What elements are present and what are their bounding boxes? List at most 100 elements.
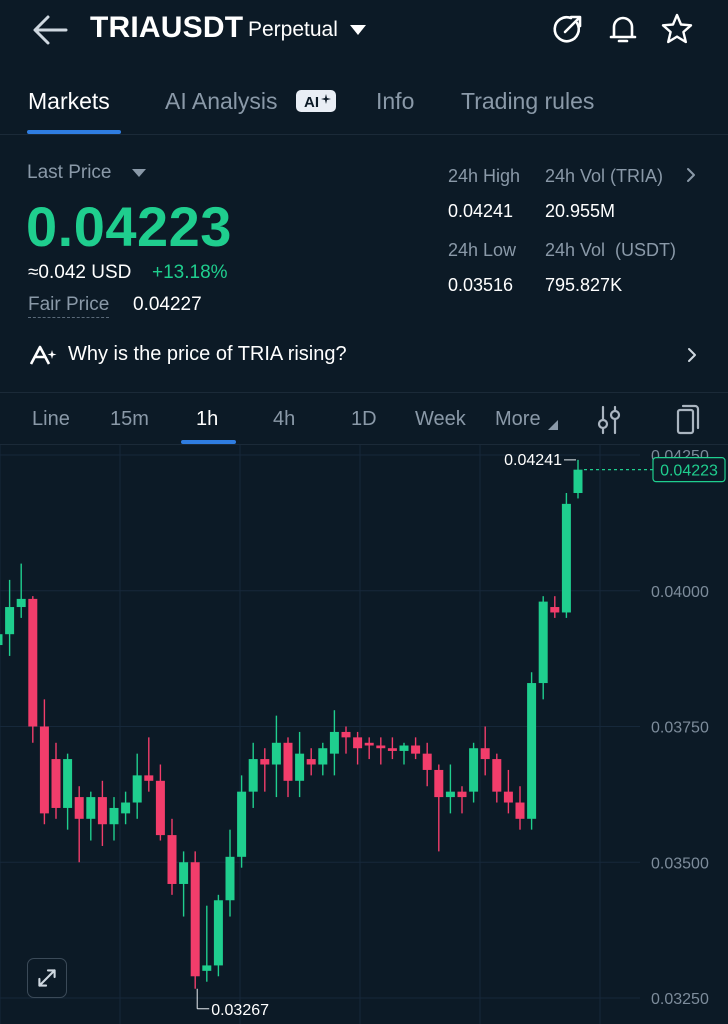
vol-quote-value: 795.827K bbox=[545, 275, 623, 295]
vol-quote-label: 24h Vol (USDT) bbox=[545, 240, 677, 260]
candle-body bbox=[86, 797, 96, 819]
candle-body bbox=[271, 742, 281, 765]
candle-body bbox=[329, 731, 339, 754]
high-24h-value: 0.04241 bbox=[448, 201, 514, 221]
vol-base-label: 24h Vol (TRIA) bbox=[545, 166, 664, 186]
timeframe-line[interactable]: Line bbox=[32, 408, 70, 430]
usd-equivalent: ≈0.042 USD bbox=[28, 262, 132, 283]
section-divider bbox=[0, 392, 728, 393]
candle-body bbox=[480, 748, 490, 760]
last-price-value: 0.04223 bbox=[26, 195, 232, 258]
candle-body bbox=[51, 759, 61, 808]
tab-markets[interactable]: Markets bbox=[28, 88, 110, 114]
candle-body bbox=[295, 753, 305, 781]
candle-body bbox=[306, 759, 316, 765]
indicator-settings-icon[interactable] bbox=[596, 405, 622, 435]
last-price-label[interactable]: Last Price bbox=[27, 162, 112, 183]
candle-body bbox=[422, 753, 432, 770]
fair-price-label[interactable]: Fair Price bbox=[28, 294, 110, 318]
candle-body bbox=[237, 791, 247, 857]
share-icon[interactable] bbox=[551, 12, 585, 46]
candle-body bbox=[550, 607, 560, 613]
timeframe-1h[interactable]: 1h bbox=[196, 408, 219, 430]
candle-body bbox=[5, 607, 15, 635]
chevron-right-icon[interactable] bbox=[685, 346, 699, 364]
candle-body bbox=[376, 745, 386, 749]
price-insight-link[interactable]: Why is the price of TRIA rising? bbox=[68, 343, 347, 365]
timeframe-week[interactable]: Week bbox=[415, 408, 466, 430]
y-axis-tick-label: 0.03500 bbox=[651, 855, 709, 872]
candlestick-chart[interactable]: 0.042500.040000.037500.035000.032500.042… bbox=[0, 445, 728, 1024]
fair-price-value: 0.04227 bbox=[133, 294, 202, 315]
candle-body bbox=[469, 748, 479, 792]
high-price-marker: 0.04241 bbox=[504, 452, 562, 469]
candle-body bbox=[121, 802, 131, 814]
candle-body bbox=[213, 900, 223, 966]
tab-ai-analysis[interactable]: AI Analysis bbox=[165, 88, 278, 114]
ai-sparkle-icon: AI bbox=[296, 90, 336, 112]
timeframe-4h[interactable]: 4h bbox=[273, 408, 296, 430]
low-price-marker: 0.03267 bbox=[211, 1002, 269, 1019]
candle-body bbox=[39, 726, 49, 814]
candle-body bbox=[202, 965, 212, 971]
candle-body bbox=[492, 759, 502, 792]
contract-type-selector[interactable]: Perpetual bbox=[248, 18, 338, 41]
candle-body bbox=[353, 737, 363, 749]
candle-body bbox=[434, 769, 444, 798]
svg-text:AI: AI bbox=[304, 94, 319, 111]
low-24h-label: 24h Low bbox=[448, 240, 517, 260]
candle-body bbox=[445, 791, 455, 798]
candle-body bbox=[97, 797, 107, 825]
candle-body bbox=[248, 759, 258, 792]
price-change-percent: +13.18% bbox=[152, 262, 228, 283]
candle-body bbox=[399, 745, 409, 751]
candle-body bbox=[364, 742, 374, 746]
bell-icon[interactable] bbox=[606, 12, 640, 46]
candle-body bbox=[515, 802, 525, 819]
vol-base-value: 20.955M bbox=[545, 201, 616, 221]
chevron-right-icon[interactable] bbox=[684, 166, 698, 184]
candle-body bbox=[318, 748, 328, 765]
back-arrow-icon[interactable] bbox=[30, 12, 70, 48]
candle-body bbox=[538, 601, 548, 684]
timeframe-15m[interactable]: 15m bbox=[110, 408, 149, 430]
candle-body bbox=[16, 598, 26, 608]
current-price-tag-label: 0.04223 bbox=[660, 463, 718, 480]
star-icon[interactable] bbox=[660, 12, 694, 46]
candle-body bbox=[387, 748, 397, 751]
timeframe-1d[interactable]: 1D bbox=[351, 408, 377, 430]
tabs-divider bbox=[0, 134, 728, 135]
timeframe-more[interactable]: More bbox=[495, 408, 541, 430]
active-tab-indicator bbox=[27, 130, 121, 134]
caret-down-icon[interactable] bbox=[349, 24, 367, 36]
expand-icon[interactable] bbox=[27, 958, 67, 998]
landscape-mode-icon[interactable] bbox=[675, 404, 701, 436]
y-axis-tick-label: 0.04000 bbox=[651, 584, 709, 601]
low-24h-value: 0.03516 bbox=[448, 275, 514, 295]
high-24h-label: 24h High bbox=[448, 166, 521, 186]
candle-body bbox=[179, 862, 189, 884]
candle-body bbox=[411, 745, 421, 754]
caret-down-icon[interactable] bbox=[131, 168, 147, 178]
y-axis-tick-label: 0.03250 bbox=[651, 991, 709, 1008]
tab-info[interactable]: Info bbox=[376, 88, 415, 114]
candle-body bbox=[132, 775, 142, 803]
candle-body bbox=[457, 791, 467, 798]
candle-body bbox=[503, 791, 513, 803]
tab-trading-rules[interactable]: Trading rules bbox=[461, 88, 595, 114]
candle-body bbox=[167, 835, 177, 884]
symbol-title[interactable]: TRIAUSDT bbox=[90, 11, 244, 44]
y-axis-tick-label: 0.03750 bbox=[651, 720, 709, 737]
caret-corner-icon[interactable] bbox=[547, 419, 559, 431]
current-price-tag bbox=[652, 457, 726, 483]
candle-body bbox=[561, 503, 571, 613]
candle-body bbox=[74, 797, 84, 819]
candle-body bbox=[190, 862, 200, 977]
candle-body bbox=[260, 759, 270, 765]
chart-top-divider bbox=[0, 444, 728, 445]
ai-icon bbox=[30, 345, 57, 365]
candle-body bbox=[0, 634, 3, 646]
candle-body bbox=[28, 598, 38, 727]
candle-body bbox=[63, 759, 73, 808]
candle-body bbox=[155, 780, 165, 836]
